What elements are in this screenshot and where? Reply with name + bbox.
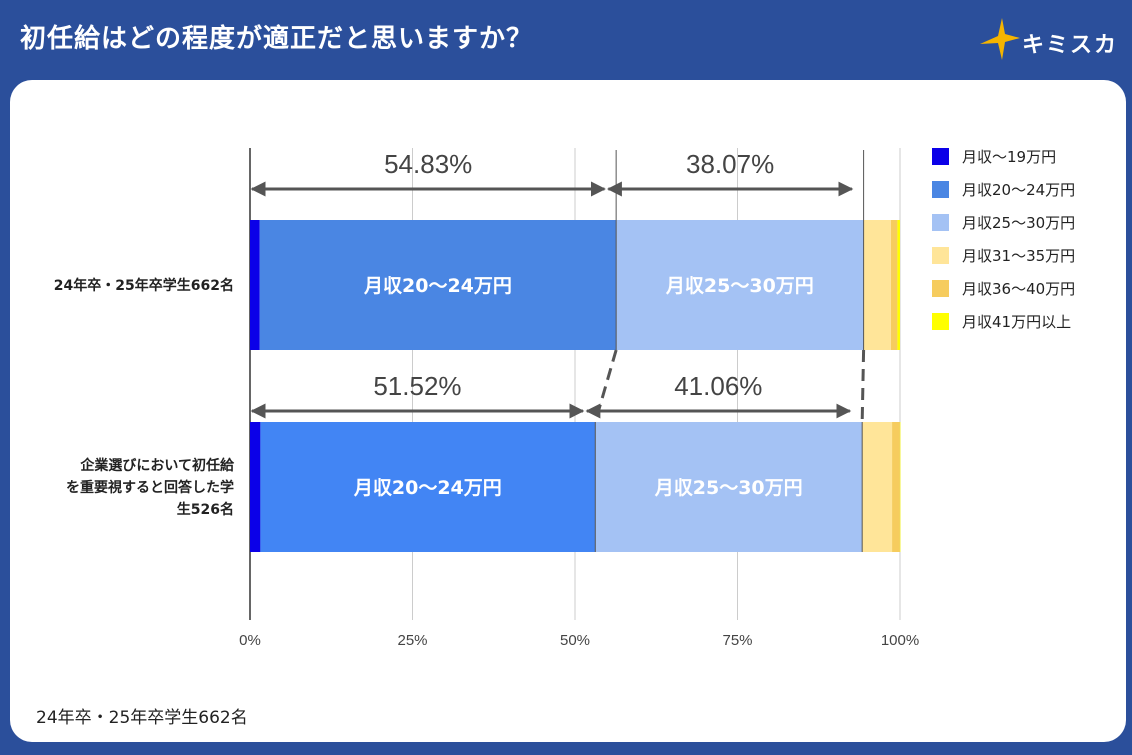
legend-swatch [932,280,949,297]
legend-swatch [932,148,949,165]
legend-label: 月収41万円以上 [962,313,1071,331]
legend-label: 月収20〜24万円 [962,181,1075,199]
bar-segment [260,422,596,552]
x-tick-label: 50% [560,632,590,649]
bar-segment [899,422,901,552]
category-label: 24年卒・25年卒学生662名 [54,277,234,294]
legend-label: 月収36〜40万円 [962,280,1075,298]
bar-segment [250,422,261,552]
page-title: 初任給はどの程度が適正だと思いますか？ [20,24,534,54]
x-tick-label: 0% [239,632,261,649]
legend-label: 月収〜19万円 [962,148,1056,166]
legend-swatch [932,181,949,198]
bar-segment-label: 月収20〜24万円 [363,275,512,297]
x-tick-label: 75% [722,632,752,649]
bar-segment-label: 月収20〜24万円 [353,477,502,499]
footnote: 24年卒・25年卒学生662名 [36,708,248,728]
legend-swatch [932,247,949,264]
bar-segment [250,220,260,350]
x-tick-label: 25% [397,632,427,649]
star-icon [980,18,1020,60]
bar-segment [897,220,900,350]
annotation-label: 51.52% [373,371,461,401]
bar-segment [259,220,617,350]
bar-segment [890,220,898,350]
bar-segment [892,422,900,552]
category-label: 企業選びにおいて初任給 [79,457,235,474]
annotation-label: 38.07% [686,149,774,179]
brand-logo: キミスカ [978,14,1118,64]
bar-segment-label: 月収25〜30万円 [654,477,803,499]
legend-label: 月収25〜30万円 [962,214,1075,232]
bar-segment-label: 月収25〜30万円 [665,275,814,297]
bar-segment [595,422,863,552]
bar-segment [862,422,893,552]
connector-dashed-line [860,349,866,423]
logo-text: キミスカ [1022,33,1119,58]
category-label: 生526名 [177,501,234,518]
legend-label: 月収31〜35万円 [962,247,1075,265]
bar-segment [616,220,864,350]
annotation-label: 54.83% [384,149,472,179]
x-tick-label: 100% [881,632,919,649]
legend-swatch [932,313,949,330]
legend-swatch [932,214,949,231]
category-label: を重要視すると回答した学 [66,479,234,496]
annotation-label: 41.06% [674,371,762,401]
bar-segment [863,220,891,350]
